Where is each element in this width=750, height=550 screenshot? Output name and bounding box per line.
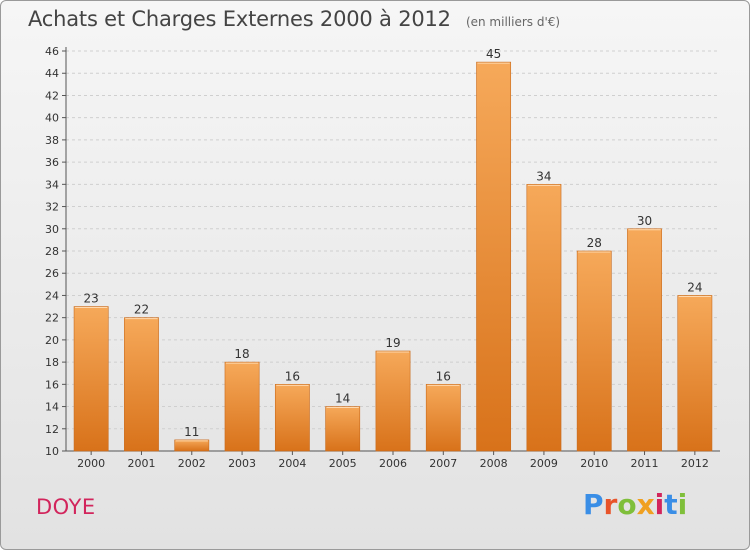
bar-2010 (576, 250, 612, 452)
x-tick-label: 2011 (631, 457, 659, 470)
data-label: 45 (486, 47, 501, 61)
y-tick-label: 22 (45, 312, 59, 325)
x-tick-label: 2007 (429, 457, 457, 470)
data-label: 16 (436, 369, 451, 383)
y-tick-label: 24 (45, 289, 59, 302)
y-tick-label: 16 (45, 378, 59, 391)
bar-2002 (174, 439, 210, 452)
logo-letter: P (583, 488, 604, 521)
data-label: 11 (184, 425, 199, 439)
bar-2007 (425, 384, 461, 452)
bar-2001 (124, 317, 159, 452)
y-tick-label: 34 (45, 178, 59, 191)
bar-2004 (274, 384, 310, 452)
y-tick-label: 12 (45, 423, 59, 436)
y-tick-label: 38 (45, 134, 59, 147)
data-label: 23 (84, 292, 99, 306)
y-tick-label: 18 (45, 356, 59, 369)
y-tick-label: 10 (45, 445, 59, 458)
x-tick-label: 2012 (681, 457, 709, 470)
title-row: Achats et Charges Externes 2000 à 2012 (… (28, 7, 560, 31)
logo-letter: r (603, 488, 618, 521)
y-tick-label: 26 (45, 267, 59, 280)
x-tick-label: 2003 (228, 457, 256, 470)
x-tick-label: 2004 (278, 457, 306, 470)
y-tick-label: 42 (45, 89, 59, 102)
axes: 10 12 14 16 18 20 22 24 26 28 30 32 34 36 38 40 42 44 46 20… (45, 45, 720, 470)
y-tick-label: 40 (45, 112, 59, 125)
data-label: 22 (134, 303, 149, 317)
y-tick-label: 46 (45, 45, 59, 58)
data-label: 30 (637, 214, 652, 228)
chart-subtitle: (en milliers d'€) (465, 15, 561, 29)
data-label: 19 (385, 336, 400, 350)
logo-letter: i (654, 488, 665, 521)
x-tick-label: 2006 (379, 457, 407, 470)
y-tick-label: 28 (45, 245, 59, 258)
bar-2011 (627, 228, 662, 452)
y-tick-label: 20 (45, 334, 59, 347)
data-labels: 23 22 11 18 16 14 19 16 45 34 28 30 24 (84, 47, 703, 439)
bar-2012 (677, 295, 713, 452)
y-tick-label: 30 (45, 223, 59, 236)
bar-2000 (73, 306, 109, 452)
commune-name: DOYE (36, 495, 96, 519)
x-tick-label: 2002 (178, 457, 206, 470)
data-label: 34 (536, 169, 551, 183)
data-label: 28 (587, 236, 602, 250)
logo-letter: o (617, 488, 637, 521)
bar-2009 (526, 184, 562, 452)
proxiti-logo[interactable]: Proxiti (583, 488, 687, 521)
logo-letter: x (636, 488, 655, 521)
y-tick-label: 14 (45, 401, 59, 414)
data-label: 16 (285, 369, 300, 383)
logo-letter: i (677, 488, 688, 521)
data-label: 18 (234, 347, 249, 361)
x-tick-label: 2001 (127, 457, 155, 470)
x-tick-label: 2000 (77, 457, 105, 470)
data-label: 24 (687, 280, 702, 294)
y-tick-label: 32 (45, 201, 59, 214)
y-tick-label: 36 (45, 156, 59, 169)
bar-2006 (375, 350, 411, 452)
x-tick-label: 2005 (329, 457, 357, 470)
chart-title: Achats et Charges Externes 2000 à 2012 (28, 7, 451, 31)
bar-2005 (325, 406, 361, 452)
x-tick-label: 2008 (480, 457, 508, 470)
x-tick-label: 2009 (530, 457, 558, 470)
bar-2003 (224, 361, 260, 452)
x-tick-label: 2010 (580, 457, 608, 470)
data-label: 14 (335, 392, 350, 406)
y-tick-label: 44 (45, 67, 59, 80)
bar-2008 (476, 61, 512, 452)
bars (73, 61, 713, 452)
logo-letter: t (664, 488, 678, 521)
